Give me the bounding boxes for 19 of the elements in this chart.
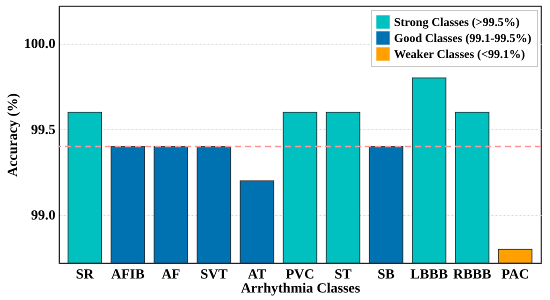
x-axis-title: Arrhythmia Classes [240, 282, 361, 296]
legend-label: Strong Classes (>99.5%) [394, 15, 520, 29]
y-tick-label: 99.5 [31, 122, 56, 138]
y-tick-label: 99.0 [31, 208, 56, 224]
x-tick-label: PAC [501, 268, 530, 282]
x-tick-label: SR [76, 268, 95, 282]
x-tick-label: AFIB [111, 268, 145, 282]
x-tick-label: ST [334, 268, 352, 282]
legend-label: Good Classes (99.1-99.5%) [394, 31, 532, 45]
y-axis-title: Accuracy (%) [6, 92, 21, 177]
x-tick-label: AT [248, 268, 267, 282]
x-tick-label: SVT [200, 268, 228, 282]
x-tick-label: PVC [286, 268, 314, 282]
legend-label: Weaker Classes (<99.1%) [394, 47, 525, 61]
x-tick-label: SB [378, 268, 395, 282]
x-tick-label: RBBB [453, 268, 492, 282]
x-tick-label: AF [162, 268, 180, 282]
y-tick-label: 100.0 [24, 37, 56, 52]
x-tick-label: LBBB [410, 268, 448, 282]
